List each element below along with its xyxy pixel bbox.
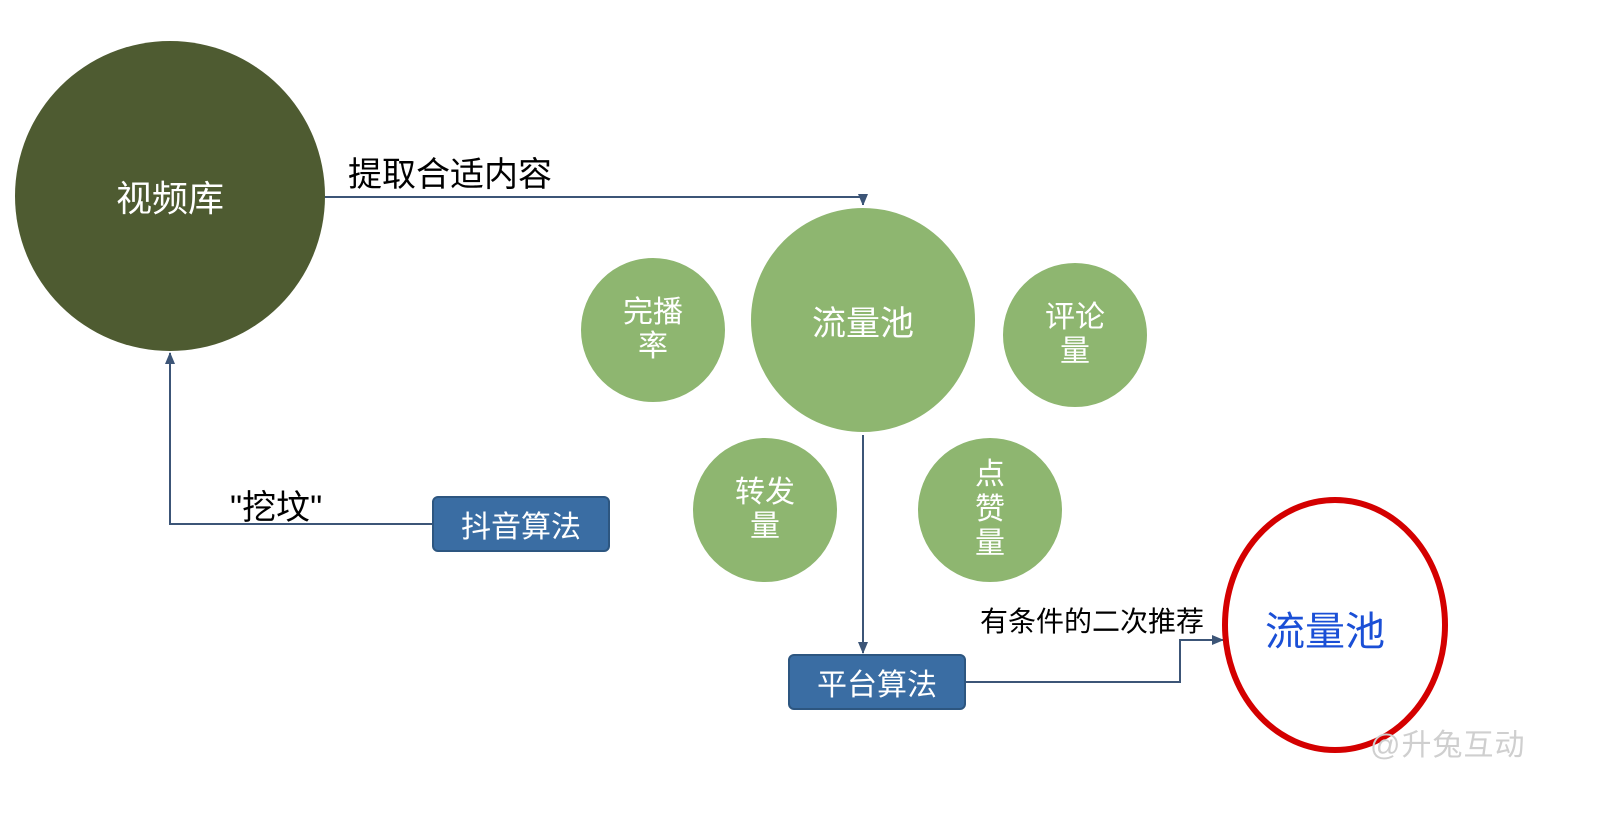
node-label: 抖音算法 (461, 502, 581, 546)
node-label: 视频库 (116, 170, 224, 222)
node-label: 平台算法 (817, 660, 937, 704)
node-comment-count: 评论量 (1000, 260, 1150, 410)
edge-label-extract: 提取合适内容 (348, 147, 552, 196)
node-video-library: 视频库 (15, 41, 325, 351)
node-label: 转发量 (735, 476, 795, 545)
edge-label-secondary: 有条件的二次推荐 (980, 600, 1204, 640)
node-completion-rate: 完播率 (578, 255, 728, 405)
node-traffic-pool: 流量池 (748, 205, 978, 435)
edge-label-wafen: "挖坟" (230, 480, 322, 529)
watermark: @升兔互动 (1370, 720, 1525, 764)
node-share-count: 转发量 (690, 435, 840, 585)
node-label: 评论量 (1045, 301, 1105, 370)
node-douyin-algorithm: 抖音算法 (432, 496, 610, 552)
node-platform-algorithm: 平台算法 (788, 654, 966, 710)
node-label: 完播率 (623, 296, 683, 365)
node-label: 点赞量 (975, 458, 1005, 562)
node-traffic-pool-secondary-label: 流量池 (1265, 599, 1385, 657)
node-like-count: 点赞量 (915, 435, 1065, 585)
node-label: 流量池 (812, 296, 914, 345)
